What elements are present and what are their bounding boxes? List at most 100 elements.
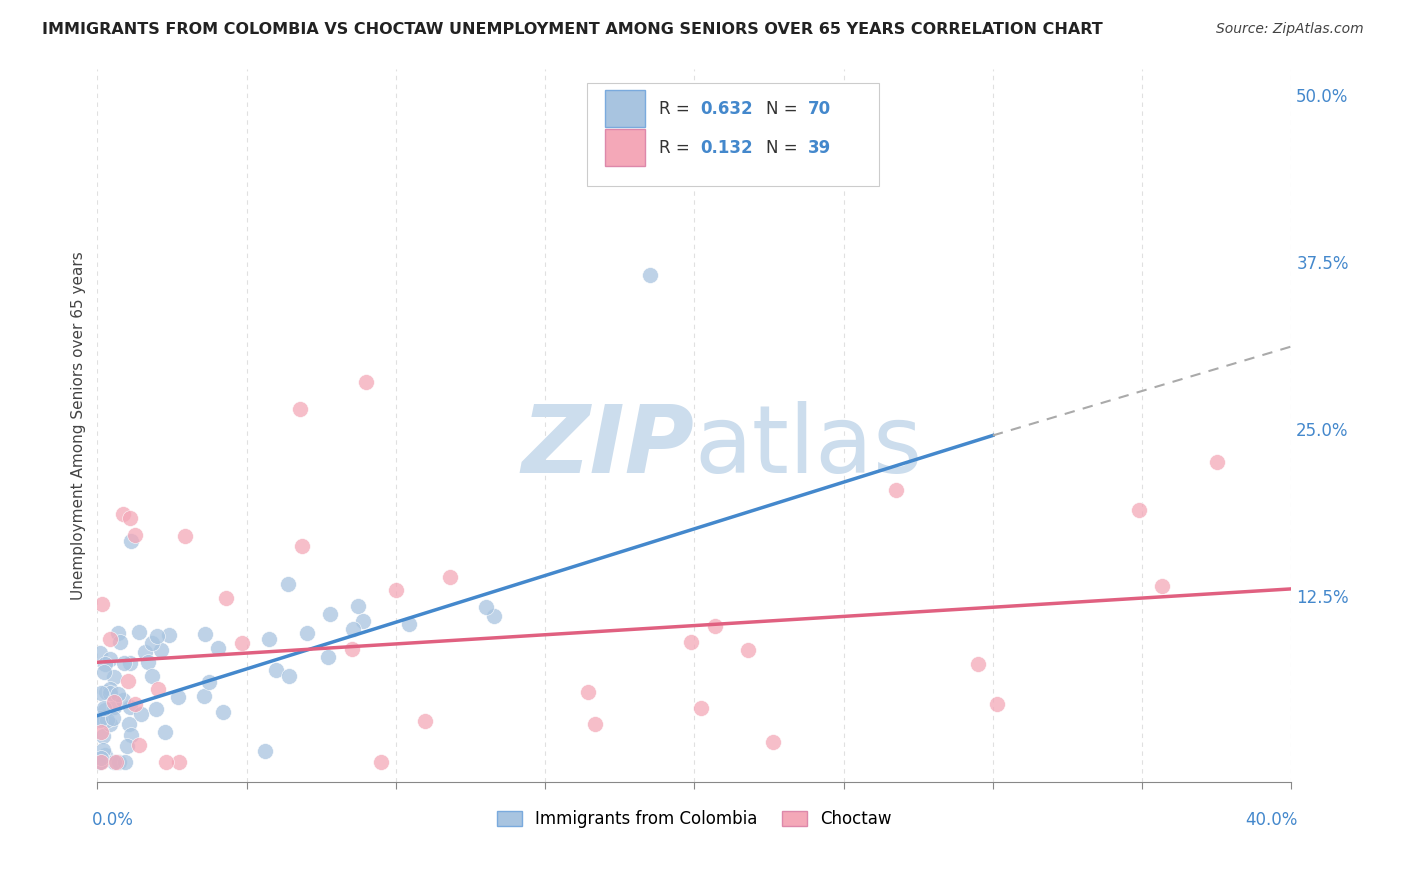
- Point: [120, 728, 142, 742]
- Point: [583, 717, 606, 731]
- Point: [93, 729, 115, 743]
- Point: [385, 582, 408, 597]
- FancyBboxPatch shape: [586, 83, 879, 186]
- Point: [439, 570, 461, 584]
- Point: [115, 739, 138, 753]
- Point: [291, 539, 314, 553]
- Point: [98, 632, 121, 647]
- Point: [155, 756, 177, 770]
- Point: [167, 690, 190, 705]
- Point: [352, 614, 374, 628]
- Text: ZIP: ZIP: [522, 401, 695, 493]
- Point: [1205, 455, 1227, 469]
- Point: [157, 628, 180, 642]
- Text: IMMIGRANTS FROM COLOMBIA VS CHOCTAW UNEMPLOYMENT AMONG SENIORS OVER 65 YEARS COR: IMMIGRANTS FROM COLOMBIA VS CHOCTAW UNEM…: [42, 22, 1102, 37]
- Point: [398, 616, 420, 631]
- Point: [215, 591, 238, 606]
- Point: [295, 626, 318, 640]
- Point: [114, 756, 136, 770]
- Point: [167, 756, 190, 770]
- Point: [986, 698, 1008, 712]
- Point: [141, 636, 163, 650]
- Text: atlas: atlas: [695, 401, 922, 493]
- Point: [90, 725, 112, 739]
- Point: [211, 705, 233, 719]
- Point: [89, 713, 111, 727]
- Point: [342, 622, 364, 636]
- Point: [90, 756, 112, 770]
- Point: [91, 743, 114, 757]
- Point: [107, 625, 129, 640]
- Text: Source: ZipAtlas.com: Source: ZipAtlas.com: [1216, 22, 1364, 37]
- Point: [118, 657, 141, 671]
- Point: [128, 625, 150, 640]
- Point: [681, 635, 703, 649]
- Point: [124, 697, 146, 711]
- Point: [475, 600, 498, 615]
- Text: 0.0%: 0.0%: [91, 811, 134, 830]
- Point: [118, 511, 141, 525]
- Point: [145, 702, 167, 716]
- Point: [89, 756, 111, 770]
- Point: [690, 701, 713, 715]
- Text: 70: 70: [808, 100, 831, 119]
- Point: [194, 627, 217, 641]
- Point: [884, 483, 907, 497]
- Point: [112, 693, 135, 707]
- Point: [576, 685, 599, 699]
- Text: 40.0%: 40.0%: [1244, 811, 1298, 830]
- Point: [120, 700, 142, 714]
- Point: [354, 375, 377, 389]
- Point: [103, 699, 125, 714]
- Point: [131, 707, 153, 722]
- Point: [277, 669, 299, 683]
- Point: [90, 686, 112, 700]
- Text: R =: R =: [658, 100, 695, 119]
- Point: [98, 686, 121, 700]
- Point: [94, 657, 117, 672]
- Point: [347, 599, 370, 614]
- Point: [98, 652, 121, 666]
- Point: [145, 629, 167, 643]
- Point: [107, 687, 129, 701]
- Point: [124, 528, 146, 542]
- Text: R =: R =: [658, 139, 700, 158]
- Point: [103, 669, 125, 683]
- Point: [638, 268, 661, 283]
- Text: 0.632: 0.632: [700, 100, 754, 119]
- Point: [93, 665, 115, 680]
- Point: [98, 682, 121, 697]
- Point: [90, 597, 112, 611]
- Text: 0.132: 0.132: [700, 139, 754, 158]
- Point: [93, 703, 115, 717]
- Legend: Immigrants from Colombia, Choctaw: Immigrants from Colombia, Choctaw: [489, 804, 898, 835]
- Point: [108, 756, 131, 770]
- Point: [155, 724, 177, 739]
- Text: 39: 39: [808, 139, 831, 158]
- Point: [128, 739, 150, 753]
- Point: [1128, 502, 1150, 516]
- Point: [93, 700, 115, 714]
- FancyBboxPatch shape: [605, 129, 645, 166]
- Point: [231, 635, 253, 649]
- Y-axis label: Unemployment Among Seniors over 65 years: Unemployment Among Seniors over 65 years: [72, 251, 86, 599]
- Point: [141, 669, 163, 683]
- Point: [104, 756, 127, 770]
- Point: [94, 685, 117, 699]
- Text: N =: N =: [766, 100, 803, 119]
- Point: [150, 643, 173, 657]
- Point: [117, 673, 139, 688]
- Point: [703, 618, 725, 632]
- Point: [148, 682, 170, 697]
- Point: [266, 663, 288, 677]
- Point: [96, 714, 118, 728]
- Point: [319, 607, 342, 621]
- Point: [207, 640, 229, 655]
- Point: [482, 608, 505, 623]
- Point: [89, 646, 111, 660]
- Point: [90, 751, 112, 765]
- Point: [138, 655, 160, 669]
- Point: [120, 533, 142, 548]
- Point: [737, 642, 759, 657]
- Point: [762, 734, 785, 748]
